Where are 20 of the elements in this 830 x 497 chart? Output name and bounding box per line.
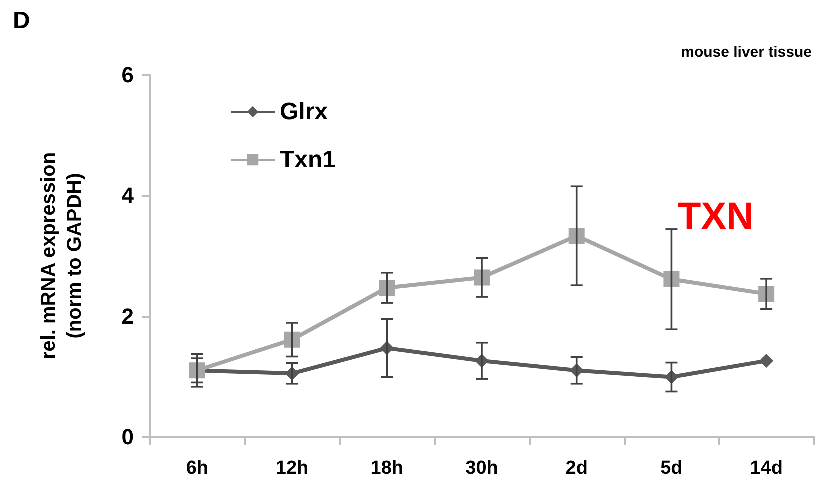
y-tick-label: 0 (122, 424, 134, 450)
annotation: TXN (678, 196, 754, 238)
point (664, 272, 680, 288)
legend-label: Txn1 (280, 146, 336, 174)
legend-label: Glrx (280, 98, 329, 126)
x-tick-label: 5d (660, 458, 683, 479)
point (284, 332, 300, 348)
x-tick-label: 18h (370, 458, 404, 479)
y-tick-label: 6 (122, 62, 134, 88)
y-axis-title: rel. mRNA expression (norm to GAPDH) (38, 152, 86, 360)
x-tick-label: 30h (466, 458, 498, 479)
y-tick-label: 4 (122, 183, 135, 208)
text: mouse liver tissue (681, 44, 812, 61)
x-tick-label: 6h (186, 458, 209, 479)
chart-title: D (13, 8, 30, 34)
y-tick-label: 2 (122, 304, 134, 329)
point (760, 354, 774, 368)
x-tick-label: 14d (750, 458, 783, 479)
x-tick-label: 2d (566, 458, 588, 479)
x-tick-label: 12h (276, 458, 309, 479)
